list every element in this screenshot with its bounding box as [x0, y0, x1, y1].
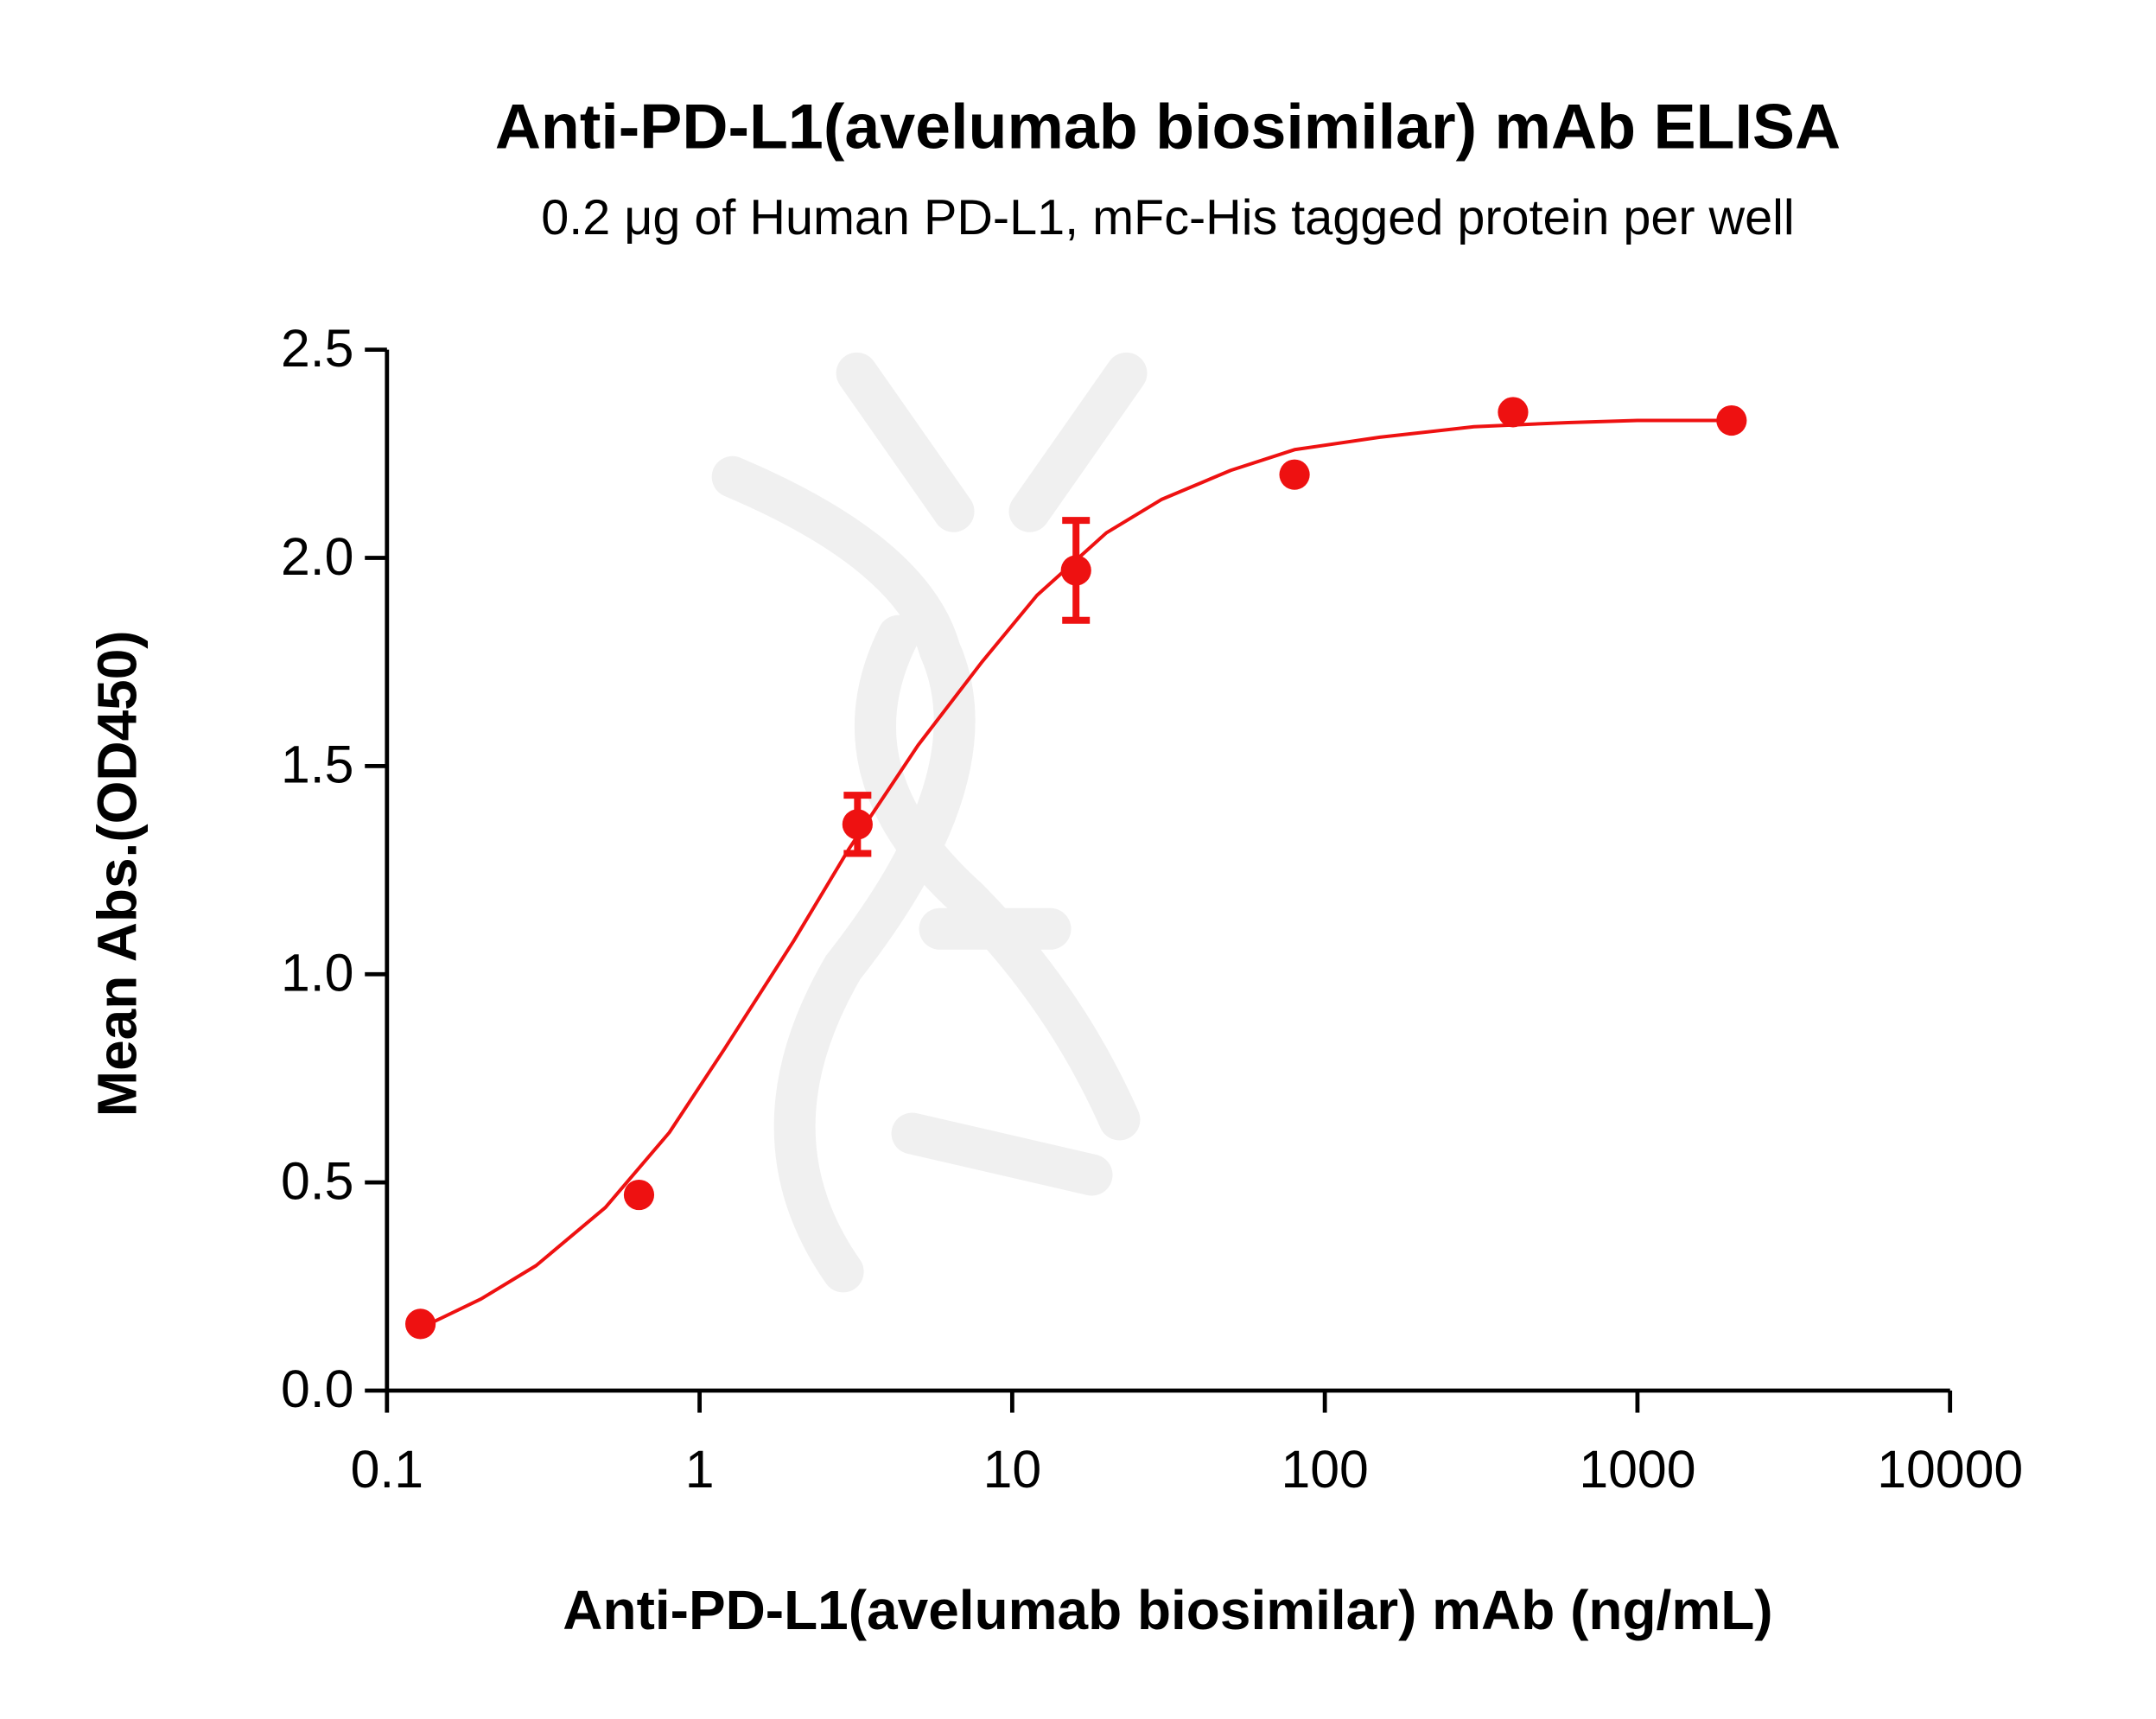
chart-subtitle: 0.2 μg of Human PD-L1, mFc-His tagged pr…: [541, 190, 1794, 245]
x-tick-label: 1: [685, 1440, 715, 1499]
data-point: [1279, 459, 1310, 490]
chart-title: Anti-PD-L1(avelumab biosimilar) mAb ELIS…: [495, 90, 1841, 162]
data-point: [1060, 555, 1091, 586]
x-axis-label: Anti-PD-L1(avelumab biosimilar) mAb (ng/…: [563, 1579, 1772, 1641]
watermark: [711, 352, 1148, 1293]
data-point: [842, 809, 873, 840]
y-tick-label: 1.5: [281, 735, 353, 794]
y-tick-label: 0.5: [281, 1151, 353, 1210]
y-tick-label: 1.0: [281, 943, 353, 1002]
fit-curve: [419, 418, 1732, 1330]
y-axis-label: Mean Abs.(OD450): [86, 630, 149, 1117]
data-point: [623, 1179, 655, 1211]
x-tick-label: 100: [1281, 1440, 1368, 1499]
data-point: [1716, 404, 1747, 436]
data-point: [1498, 397, 1529, 428]
y-tick-label: 2.0: [281, 527, 353, 586]
y-tick-label: 2.5: [281, 319, 353, 378]
x-tick-label: 0.1: [351, 1440, 423, 1499]
x-tick-label: 10: [983, 1440, 1042, 1499]
x-tick-label: 1000: [1579, 1440, 1695, 1499]
y-tick-label: 0.0: [281, 1359, 353, 1418]
x-tick-label: 10000: [1877, 1440, 2023, 1499]
data-point: [405, 1308, 436, 1340]
